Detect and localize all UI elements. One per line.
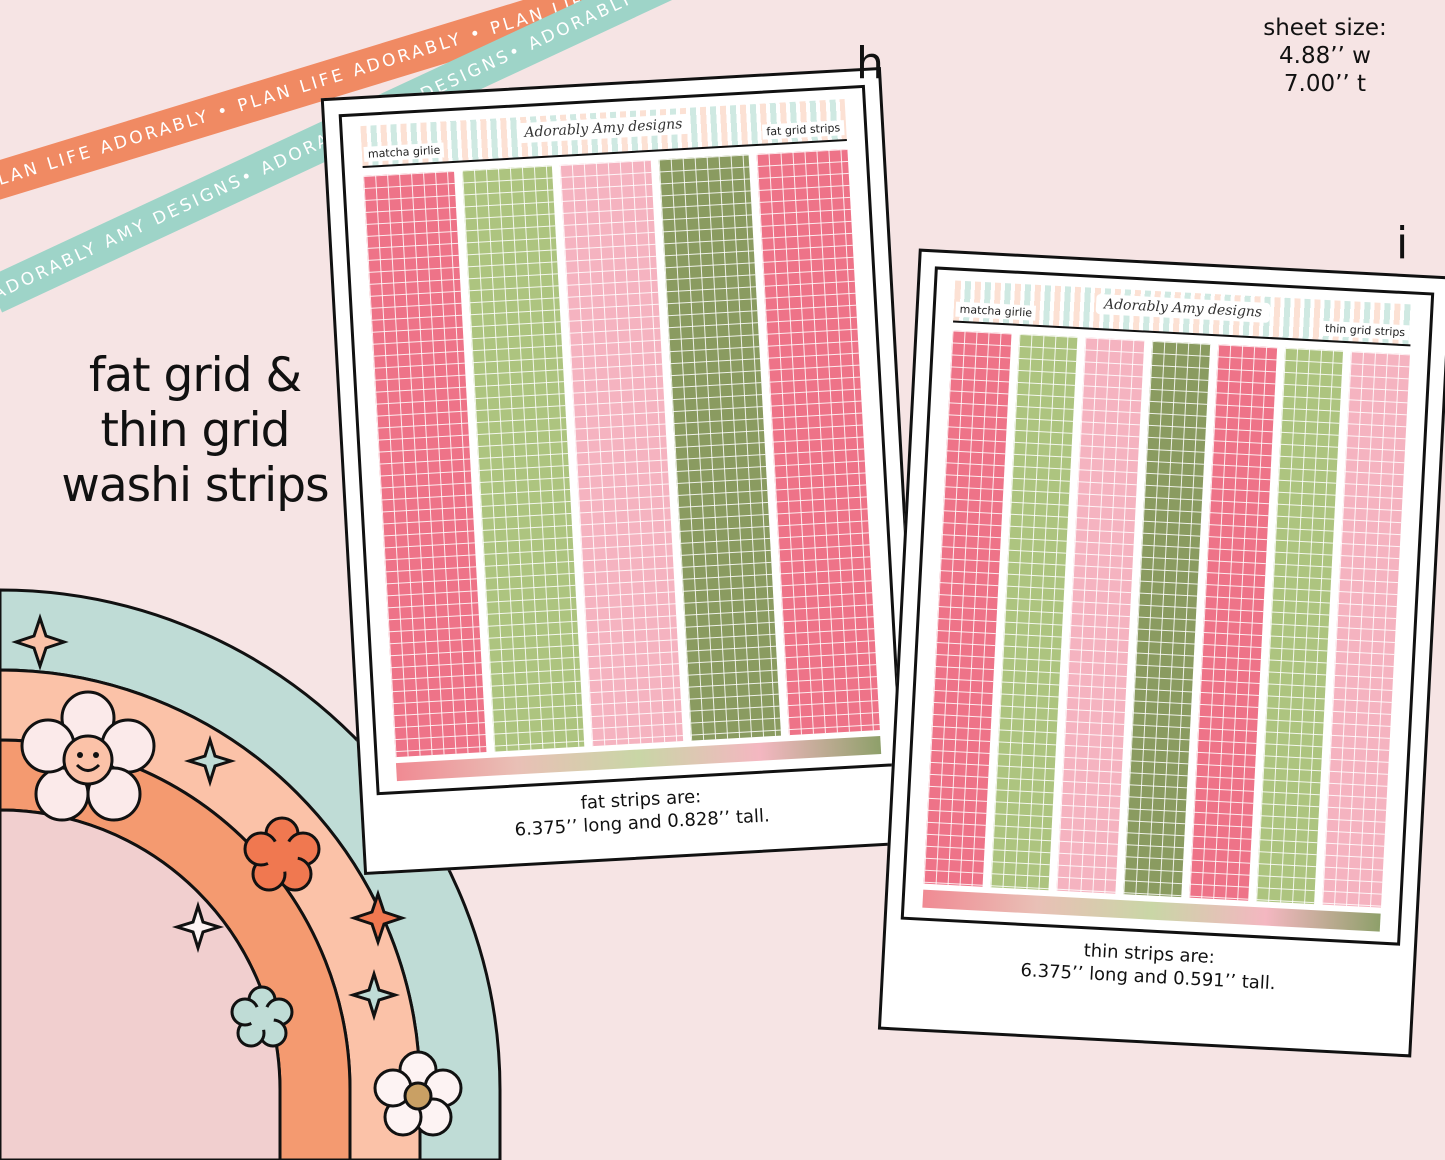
fat-grid-sheet-card: matcha girlie Adorably Amy designs fat g… [320,66,925,876]
washi-strips [363,148,880,758]
white-flower-icon [373,1050,463,1137]
thin-grid-sheet-card: matcha girlie Adorably Amy designs thin … [877,248,1445,1058]
rainbow-decoration [0,588,502,1160]
headline-line-2: thin grid [100,403,290,458]
headline-line-1: fat grid & [88,348,302,403]
sparkle-icon [347,968,401,1022]
sticker-sheet: matcha girlie Adorably Amy designs thin … [900,266,1435,946]
sparkle-icon [11,613,69,671]
sparkle-icon [171,900,225,954]
sparkle-icon [349,889,407,947]
sheet-size-height: 7.00’’ t [1283,71,1367,97]
washi-strips [923,330,1411,908]
sheet-theme-label: matcha girlie [955,301,1037,321]
brand-logo: Adorably Amy designs [515,113,691,144]
sheet-size-info: sheet size: 4.88’’ w 7.00’’ t [1235,14,1415,98]
sheet-type-label: fat grid strips [762,120,845,140]
sheet-size-width: 4.88’’ w [1279,43,1371,69]
sparkle-icon [183,734,237,788]
variant-letter-i: i [1396,218,1409,269]
brand-logo: Adorably Amy designs [1095,293,1271,324]
teal-flower-icon [230,985,294,1048]
headline-line-3: washi strips [61,458,329,513]
product-headline: fat grid & thin grid washi strips [30,348,360,513]
sheet-size-label: sheet size: [1263,15,1387,41]
sheet-type-label: thin grid strips [1320,320,1410,341]
orange-flower-icon [243,816,321,892]
sticker-sheet: matcha girlie Adorably Amy designs fat g… [338,84,903,796]
sheet-theme-label: matcha girlie [363,142,445,162]
variant-letter-h: h [856,38,884,89]
smiley-flower-icon [20,690,156,822]
